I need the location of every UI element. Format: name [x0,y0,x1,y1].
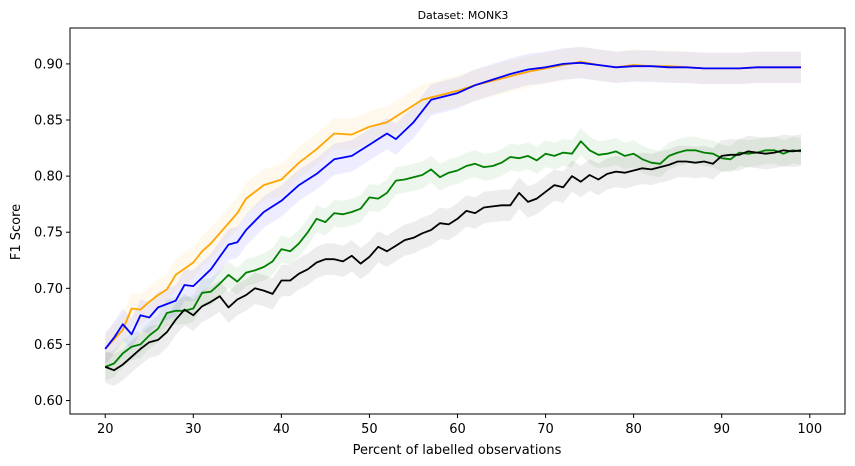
y-tick-label: 0.85 [34,114,63,129]
x-axis-label: Percent of labelled observations [353,443,562,458]
x-tick-label: 80 [625,422,642,437]
chart-title: Dataset: MONK3 [418,9,509,22]
x-tick-label: 70 [537,422,554,437]
series-2-line [104,61,801,350]
x-tick-label: 100 [797,422,822,437]
y-tick-label: 0.80 [34,170,63,185]
y-tick-label: 0.75 [34,226,63,241]
y-tick-label: 0.90 [34,57,63,72]
series-3-band [105,127,801,381]
x-tick-label: 60 [449,422,466,437]
series-2-band [105,47,801,365]
x-tick-label: 90 [713,422,730,437]
x-tick-label: 30 [185,422,202,437]
confidence-bands [105,46,801,386]
y-axis-ticks: 0.60 0.65 0.70 0.75 0.80 0.85 0.90 [34,57,70,409]
x-tick-label: 20 [97,422,114,437]
y-tick-label: 0.65 [34,338,63,353]
series-1-band [105,46,801,365]
x-axis-ticks: 20 30 40 50 60 70 80 90 100 [97,414,822,437]
y-axis-label: F1 Score [9,204,24,260]
series-4-line [104,149,802,372]
y-tick-label: 0.60 [34,394,63,409]
series-3-line [104,140,802,368]
x-tick-label: 50 [361,422,378,437]
series-lines [104,60,802,372]
x-tick-label: 40 [273,422,290,437]
y-tick-label: 0.70 [34,282,63,297]
